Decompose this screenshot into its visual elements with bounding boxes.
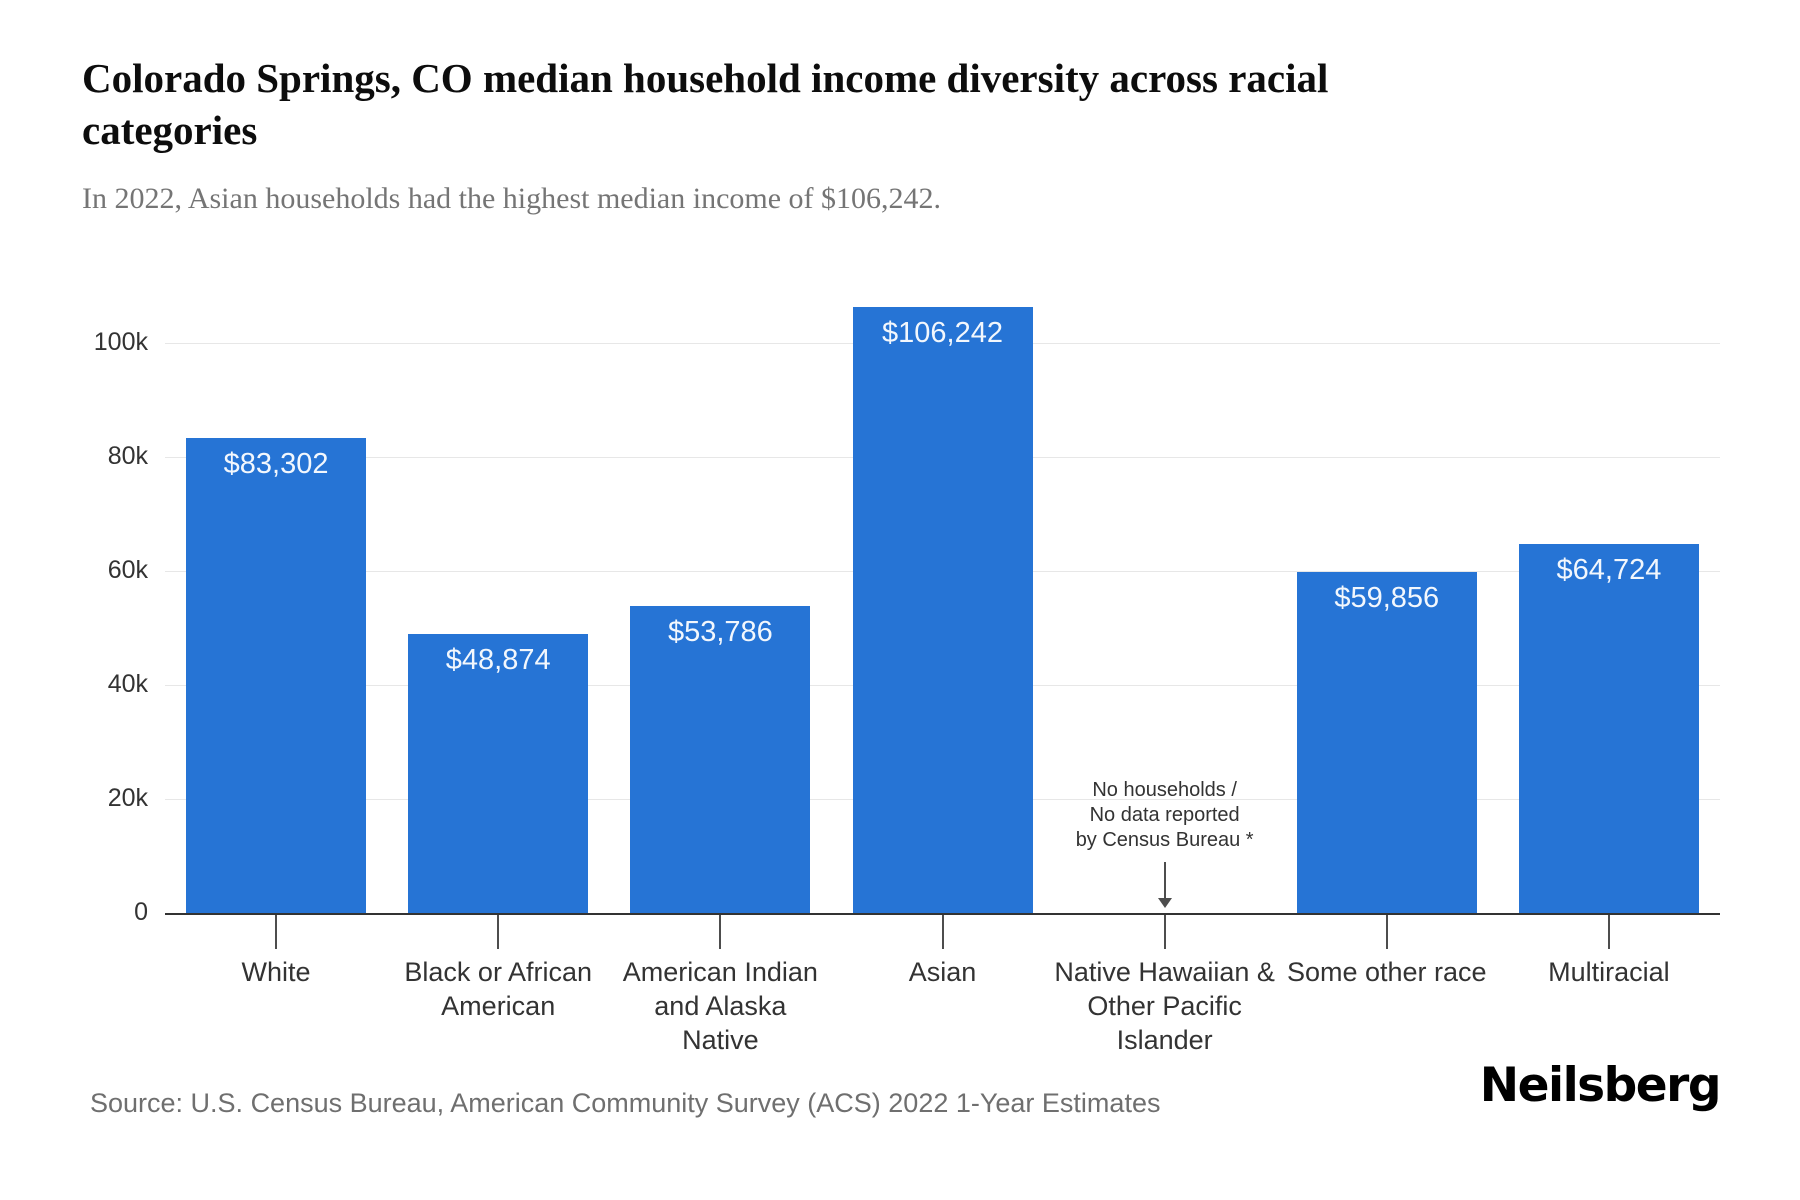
bar-american-indian-and-alaska-native[interactable] (630, 606, 811, 913)
bar-value-label-some-other-race: $59,856 (1334, 581, 1440, 614)
bar-value-label-asian: $106,242 (882, 317, 1003, 350)
x-tick-some-other-race (1385, 915, 1388, 949)
y-axis-label-0: 0 (134, 898, 148, 926)
arrow-down-head-icon (1157, 898, 1172, 908)
chart-title: Colorado Springs, CO median household in… (82, 55, 1329, 154)
x-axis-label-some-other-race: Some other race (1286, 957, 1487, 987)
bar-value-label-multiracial: $64,724 (1556, 554, 1662, 587)
no-data-annotation: No households / No data reported by Cens… (1075, 779, 1254, 851)
bar-some-other-race[interactable] (1296, 571, 1477, 913)
bar-white[interactable] (186, 438, 367, 913)
x-axis-baseline (165, 913, 1720, 915)
y-axis-label-20k: 20k (107, 784, 148, 812)
y-axis-label-40k: 40k (107, 670, 148, 698)
x-axis-label-black-or-african-american: Black or African American (404, 957, 592, 1021)
x-tick-asian (941, 915, 944, 949)
bar-value-label-black-or-african-american: $48,874 (445, 644, 551, 677)
x-tick-american-indian-and-alaska-native (719, 915, 722, 949)
x-tick-multiracial (1607, 915, 1610, 949)
x-tick-black-or-african-american (497, 915, 500, 949)
bar-value-label-white: $83,302 (223, 448, 329, 481)
y-axis-label-80k: 80k (107, 442, 148, 470)
x-axis-label-white: White (241, 957, 311, 987)
chart-subtitle: In 2022, Asian households had the highes… (82, 182, 942, 215)
y-axis-label-100k: 100k (93, 328, 148, 356)
x-axis-label-multiracial: Multiracial (1548, 957, 1670, 987)
bar-black-or-african-american[interactable] (408, 634, 589, 913)
x-tick-native-hawaiian (1163, 915, 1166, 949)
source-note: Source: U.S. Census Bureau, American Com… (90, 1088, 1161, 1118)
bar-asian[interactable] (852, 307, 1033, 913)
x-axis-label-american-indian-and-alaska-native: American Indian and Alaska Native (622, 957, 818, 1055)
arrow-down-icon (1163, 862, 1166, 898)
bar-value-label-american-indian-and-alaska-native: $53,786 (667, 616, 773, 649)
brand-logo: Neilsberg (1479, 1058, 1722, 1113)
x-axis-label-native-hawaiian: Native Hawaiian & Other Pacific Islander (1054, 957, 1275, 1055)
bar-multiracial[interactable] (1518, 544, 1699, 913)
x-axis-label-asian: Asian (908, 957, 977, 987)
x-tick-white (275, 915, 278, 949)
y-axis-label-60k: 60k (107, 556, 148, 584)
